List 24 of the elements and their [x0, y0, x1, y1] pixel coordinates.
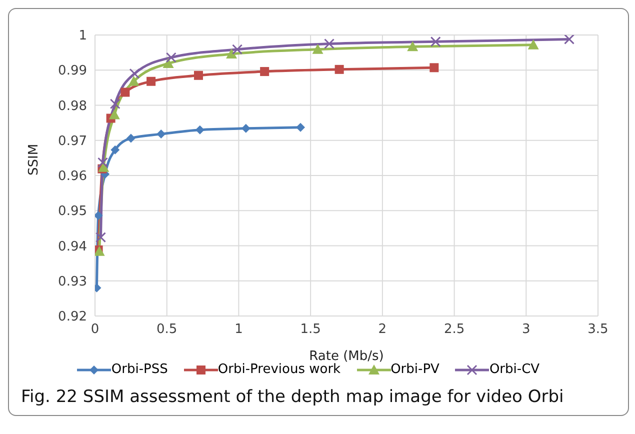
- legend-label: Orbi-CV: [489, 362, 540, 377]
- x-tick-label: 3.5: [588, 322, 608, 338]
- y-tick-label: 0.94: [58, 239, 87, 254]
- y-axis-title: SSIM: [26, 144, 42, 176]
- y-tick-label: 0.93: [58, 274, 87, 290]
- x-tick-label: 0: [90, 322, 100, 338]
- x-tick-label: 1: [234, 322, 243, 338]
- y-tick-label: 0.98: [58, 98, 87, 114]
- y-tick-label: 0.99: [58, 64, 87, 79]
- x-axis-title: Rate (Mb/s): [309, 349, 384, 364]
- y-tick-label: 0.97: [58, 134, 87, 149]
- x-tick-label: 0.5: [156, 322, 178, 338]
- y-tick-label: 0.92: [58, 310, 87, 325]
- y-tick-label: 0.96: [58, 169, 87, 184]
- legend-label: Orbi-Previous work: [218, 362, 341, 377]
- y-tick-label: 0.95: [58, 204, 87, 220]
- x-tick-label: 2.5: [444, 322, 465, 338]
- legend-label: Orbi-PV: [390, 362, 440, 377]
- x-tick-label: 3: [522, 322, 530, 338]
- x-tick-label: 1.5: [300, 322, 321, 338]
- caption: Fig. 22 SSIM assessment of the depth map image for video Orbi: [20, 386, 565, 409]
- x-tick-label: 2: [378, 322, 387, 338]
- y-tick-label: 1: [78, 28, 87, 44]
- legend-label: Orbi-PSS: [111, 362, 168, 377]
